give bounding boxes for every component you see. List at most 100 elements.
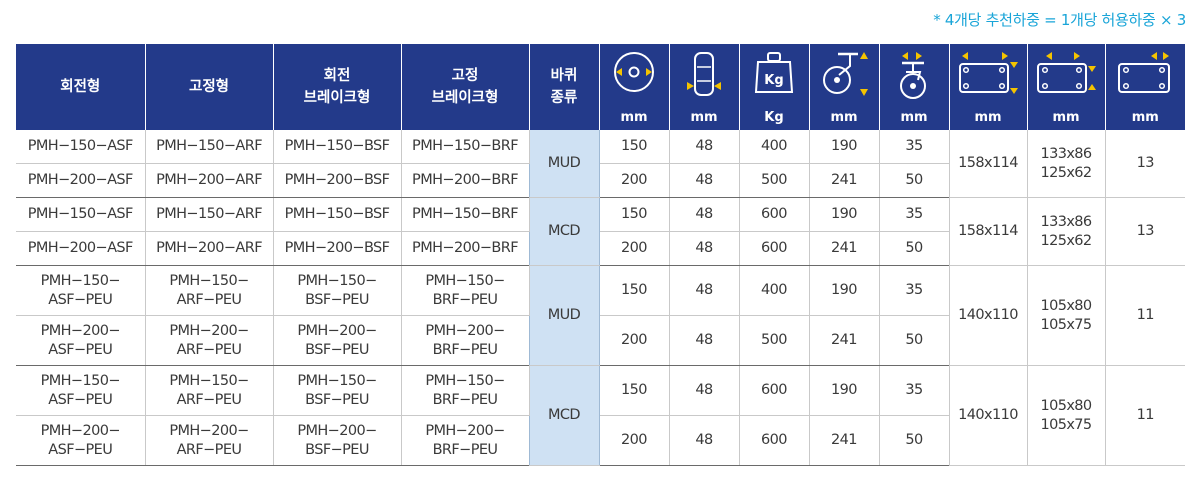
header-height: mm	[808, 44, 880, 130]
swivel-brake-model: PMH−200− BSF−PEU	[272, 315, 402, 366]
svg-text:Kg: Kg	[764, 73, 783, 88]
wheel-type: MUD	[528, 265, 600, 366]
caster-height-icon	[810, 44, 879, 106]
height-value: 241	[808, 163, 880, 198]
diameter-value: 150	[598, 265, 670, 316]
bolt-value: 11	[1104, 365, 1185, 466]
load-value: 400	[738, 265, 810, 316]
load-value: 600	[738, 197, 810, 232]
swivel-model: PMH−150− ASF−PEU	[16, 265, 146, 316]
height-value: 241	[808, 315, 880, 366]
swivel-brake-model: PMH−200−BSF	[272, 163, 402, 198]
header-plate: mm	[948, 44, 1028, 130]
offset-value: 35	[878, 265, 950, 316]
table-row: PMH−200−ASF PMH−200−ARF PMH−200−BSF PMH−…	[16, 231, 1185, 266]
width-value: 48	[668, 265, 740, 316]
table-row: PMH−150− ASF−PEU PMH−150− ARF−PEU PMH−150−…	[16, 365, 1185, 466]
header-bolt: mm	[1104, 44, 1186, 130]
load-value: 600	[738, 415, 810, 466]
bolt-hole-icon	[1106, 44, 1186, 106]
plate-size-icon	[950, 44, 1027, 106]
load-value: 500	[738, 315, 810, 366]
swivel-model: PMH−200−ASF	[16, 231, 146, 266]
plate-value: 140x110	[948, 365, 1028, 466]
swivel-brake-model: PMH−200−BSF	[272, 231, 402, 266]
width-value: 48	[668, 315, 740, 366]
offset-value: 35	[878, 365, 950, 416]
fixed-brake-model: PMH−150−BRF	[400, 197, 530, 232]
wheel-diameter-icon	[600, 44, 669, 106]
height-value: 190	[808, 365, 880, 416]
fixed-brake-model: PMH−150− BRF−PEU	[400, 365, 530, 416]
fixed-model: PMH−200−ARF	[144, 231, 274, 266]
width-value: 48	[668, 197, 740, 232]
diameter-value: 150	[598, 197, 670, 232]
unit-diameter: mm	[620, 110, 648, 125]
fixed-brake-model: PMH−200− BRF−PEU	[400, 415, 530, 466]
load-note: * 4개당 추천하중 = 1개당 허용하중 × 3	[933, 11, 1186, 29]
width-value: 48	[668, 130, 740, 164]
offset-value: 50	[878, 231, 949, 266]
hole-pitch-value: 133x86 125x62	[1026, 197, 1106, 266]
fixed-brake-model: PMH−200−BRF	[400, 163, 530, 198]
table-row: PMH−150−ASF PMH−150−ARF PMH−150−BSF PMH−…	[16, 197, 1185, 266]
diameter-value: 150	[598, 365, 670, 416]
swivel-model: PMH−150−ASF	[16, 130, 146, 164]
unit-load: Kg	[764, 110, 784, 125]
table-row: PMH−150−ASF PMH−150−ARF PMH−150−BSF PMH−…	[16, 130, 1185, 198]
fixed-brake-model: PMH−200−BRF	[400, 231, 530, 266]
width-value: 48	[668, 231, 740, 266]
header-wheel-type: 바퀴 종류	[528, 44, 600, 130]
swivel-model: PMH−150−ASF	[16, 197, 146, 232]
load-value: 500	[738, 163, 810, 198]
header-hole-pitch: mm	[1026, 44, 1106, 130]
wheel-type: MUD	[528, 130, 600, 198]
unit-height: mm	[830, 110, 858, 125]
diameter-value: 200	[598, 315, 670, 366]
height-value: 241	[808, 415, 880, 466]
wheel-width-icon	[670, 44, 739, 106]
caster-offset-icon	[880, 44, 949, 106]
height-value: 241	[808, 231, 880, 266]
unit-bolt: mm	[1131, 110, 1159, 125]
offset-value: 35	[878, 197, 950, 232]
load-value: 400	[738, 130, 810, 164]
width-value: 48	[668, 163, 740, 198]
fixed-model: PMH−150− ARF−PEU	[144, 365, 274, 416]
swivel-brake-model: PMH−200− BSF−PEU	[272, 415, 402, 466]
header-offset: mm	[878, 44, 950, 130]
header-diameter: mm	[598, 44, 670, 130]
fixed-model: PMH−150−ARF	[144, 130, 274, 164]
plate-value: 140x110	[948, 265, 1028, 366]
bolt-value: 13	[1104, 130, 1185, 198]
header-row: 회전형 고정형 회전 브레이크형 고정 브레이크형 바퀴 종류 mm	[16, 44, 1185, 130]
wheel-type: MCD	[528, 197, 600, 266]
offset-value: 35	[878, 130, 950, 164]
offset-value: 50	[878, 315, 949, 366]
swivel-brake-model: PMH−150− BSF−PEU	[272, 265, 402, 316]
swivel-model: PMH−200− ASF−PEU	[16, 415, 146, 466]
fixed-brake-model: PMH−150− BRF−PEU	[400, 265, 530, 316]
diameter-value: 200	[598, 415, 670, 466]
header-fixed-brake: 고정 브레이크형	[400, 44, 530, 130]
load-value: 600	[738, 365, 810, 416]
offset-value: 50	[878, 163, 949, 198]
header-swivel: 회전형	[16, 44, 146, 130]
table-row: PMH−200−ASF PMH−200−ARF PMH−200−BSF PMH−…	[16, 163, 1185, 198]
bolt-value: 13	[1104, 197, 1185, 266]
fixed-model: PMH−200−ARF	[144, 163, 274, 198]
plate-value: 158x114	[948, 197, 1028, 266]
bolt-value: 11	[1104, 265, 1185, 366]
unit-offset: mm	[900, 110, 928, 125]
height-value: 190	[808, 265, 880, 316]
fixed-brake-model: PMH−150−BRF	[400, 130, 530, 164]
width-value: 48	[668, 365, 740, 416]
swivel-brake-model: PMH−150−BSF	[272, 130, 402, 164]
plate-value: 158x114	[948, 130, 1028, 198]
fixed-model: PMH−150− ARF−PEU	[144, 265, 274, 316]
header-fixed: 고정형	[144, 44, 274, 130]
weight-kg-icon: Kg	[740, 44, 809, 106]
swivel-model: PMH−150− ASF−PEU	[16, 365, 146, 416]
swivel-model: PMH−200− ASF−PEU	[16, 315, 146, 366]
height-value: 190	[808, 197, 880, 232]
